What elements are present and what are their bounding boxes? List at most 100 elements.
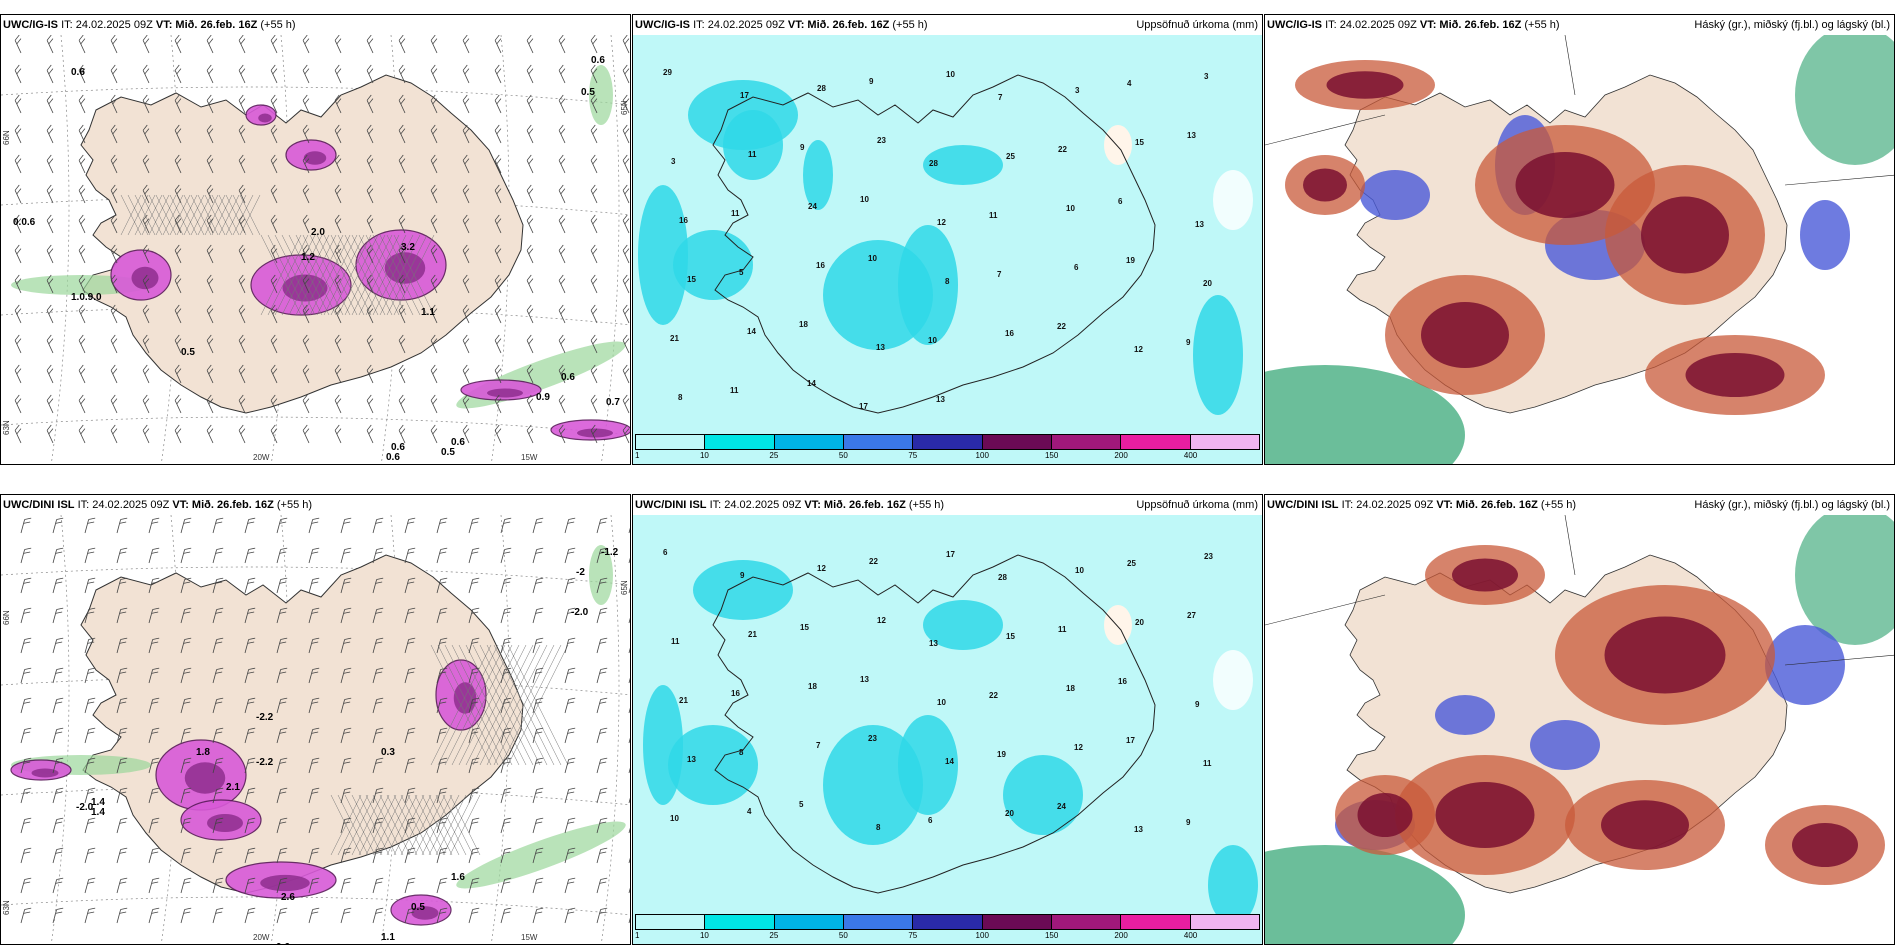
barb-flag (558, 364, 564, 371)
wind-barb (526, 424, 534, 444)
barb-staff (174, 70, 182, 84)
barb-flag (152, 787, 160, 790)
barb-flag (174, 274, 180, 281)
precip-area (1208, 845, 1258, 925)
barb-flag (336, 128, 342, 135)
barb-staff (430, 220, 438, 234)
barb-flag (376, 817, 384, 820)
barb-staff (372, 759, 378, 774)
barb-staff (628, 639, 630, 654)
wind-barb (174, 214, 182, 234)
high-cloud-core (1357, 793, 1413, 837)
wind-barb (404, 877, 416, 894)
barb-staff (212, 669, 218, 684)
snow-core (384, 252, 426, 284)
barb-flag (494, 364, 500, 371)
barb-staff (340, 789, 346, 804)
barb-flag (183, 551, 191, 554)
barb-staff (302, 280, 310, 294)
wind-barb (116, 787, 128, 804)
barb-flag (110, 334, 116, 341)
barb-flag (536, 577, 544, 580)
barb-staff (468, 579, 474, 594)
wind-barb (308, 577, 320, 594)
wind-barb (276, 787, 288, 804)
barb-staff (276, 909, 282, 924)
wind-barb (52, 847, 64, 864)
wind-barb (244, 817, 256, 834)
barb-flag (302, 94, 308, 101)
precip-area (693, 560, 793, 620)
barb-flag (183, 791, 191, 794)
barb-flag (112, 188, 118, 195)
wind-barb (276, 877, 288, 894)
barb-flag (599, 671, 607, 674)
barb-flag (174, 94, 180, 101)
barb-flag (535, 821, 543, 824)
meridian-line (50, 35, 70, 464)
barb-flag (567, 791, 575, 794)
barb-staff (142, 40, 150, 54)
barb-flag (535, 521, 543, 524)
barb-flag (343, 581, 351, 584)
barb-flag (344, 787, 352, 790)
wind-barb (468, 667, 480, 684)
barb-flag (440, 697, 448, 700)
wind-barb (84, 577, 96, 594)
barb-flag (366, 334, 372, 341)
barb-flag (48, 38, 54, 45)
barb-flag (407, 581, 415, 584)
wind-barb (212, 577, 224, 594)
wind-barb (398, 35, 406, 54)
barb-staff (462, 190, 470, 204)
barb-flag (376, 757, 384, 760)
precip-value: 8 (945, 277, 950, 286)
barb-staff (276, 849, 282, 864)
wind-barb (532, 877, 544, 894)
barb-flag (23, 911, 31, 914)
high-cloud-core (1601, 800, 1689, 850)
wind-barb (596, 787, 608, 804)
wind-barb (404, 667, 416, 684)
barb-flag (312, 517, 320, 520)
wind-barb (564, 667, 576, 684)
barb-flag (304, 368, 310, 375)
wind-barb (436, 607, 448, 624)
barb-flag (280, 667, 288, 670)
barb-flag (88, 607, 96, 610)
barb-flag (270, 424, 276, 431)
wind-barb (78, 124, 86, 144)
barb-flag (80, 428, 86, 435)
hatch-line (351, 234, 393, 316)
wind-barb (46, 424, 54, 444)
barb-flag (280, 607, 288, 610)
hatch-line (148, 194, 170, 236)
barb-staff (404, 759, 410, 774)
panel-header: UWC/IG-IS IT: 24.02.2025 09Z VT: Mið. 26… (633, 15, 1262, 35)
map-area: 29 17 28 9 10 7 3 4 3 3 11 9 23 28 25 22 15 13 16 11 24 10 12 1… (633, 35, 1262, 464)
barb-flag (400, 368, 406, 375)
barb-flag (119, 881, 127, 884)
wind-barb (180, 727, 192, 744)
wind-barb (558, 424, 566, 444)
barb-staff (276, 729, 282, 744)
barb-flag (240, 218, 246, 225)
barb-staff (148, 819, 154, 834)
wind-barb (366, 184, 374, 204)
barb-staff (46, 400, 54, 414)
barb-flag (400, 188, 406, 195)
wind-barb (622, 184, 630, 204)
precip-value: 17 (1126, 736, 1135, 745)
barb-staff (20, 909, 26, 924)
barb-flag (464, 248, 470, 255)
valid-time: VT: Mið. 26.feb. 16Z (1436, 499, 1538, 511)
wind-barb (372, 847, 384, 864)
barb-flag (152, 847, 160, 850)
barb-staff (270, 400, 278, 414)
wind-barb (500, 907, 512, 924)
barb-staff (494, 340, 502, 354)
wind-barb (276, 547, 288, 564)
barb-staff (46, 220, 54, 234)
precip-area (723, 110, 783, 180)
barb-staff (398, 430, 406, 444)
